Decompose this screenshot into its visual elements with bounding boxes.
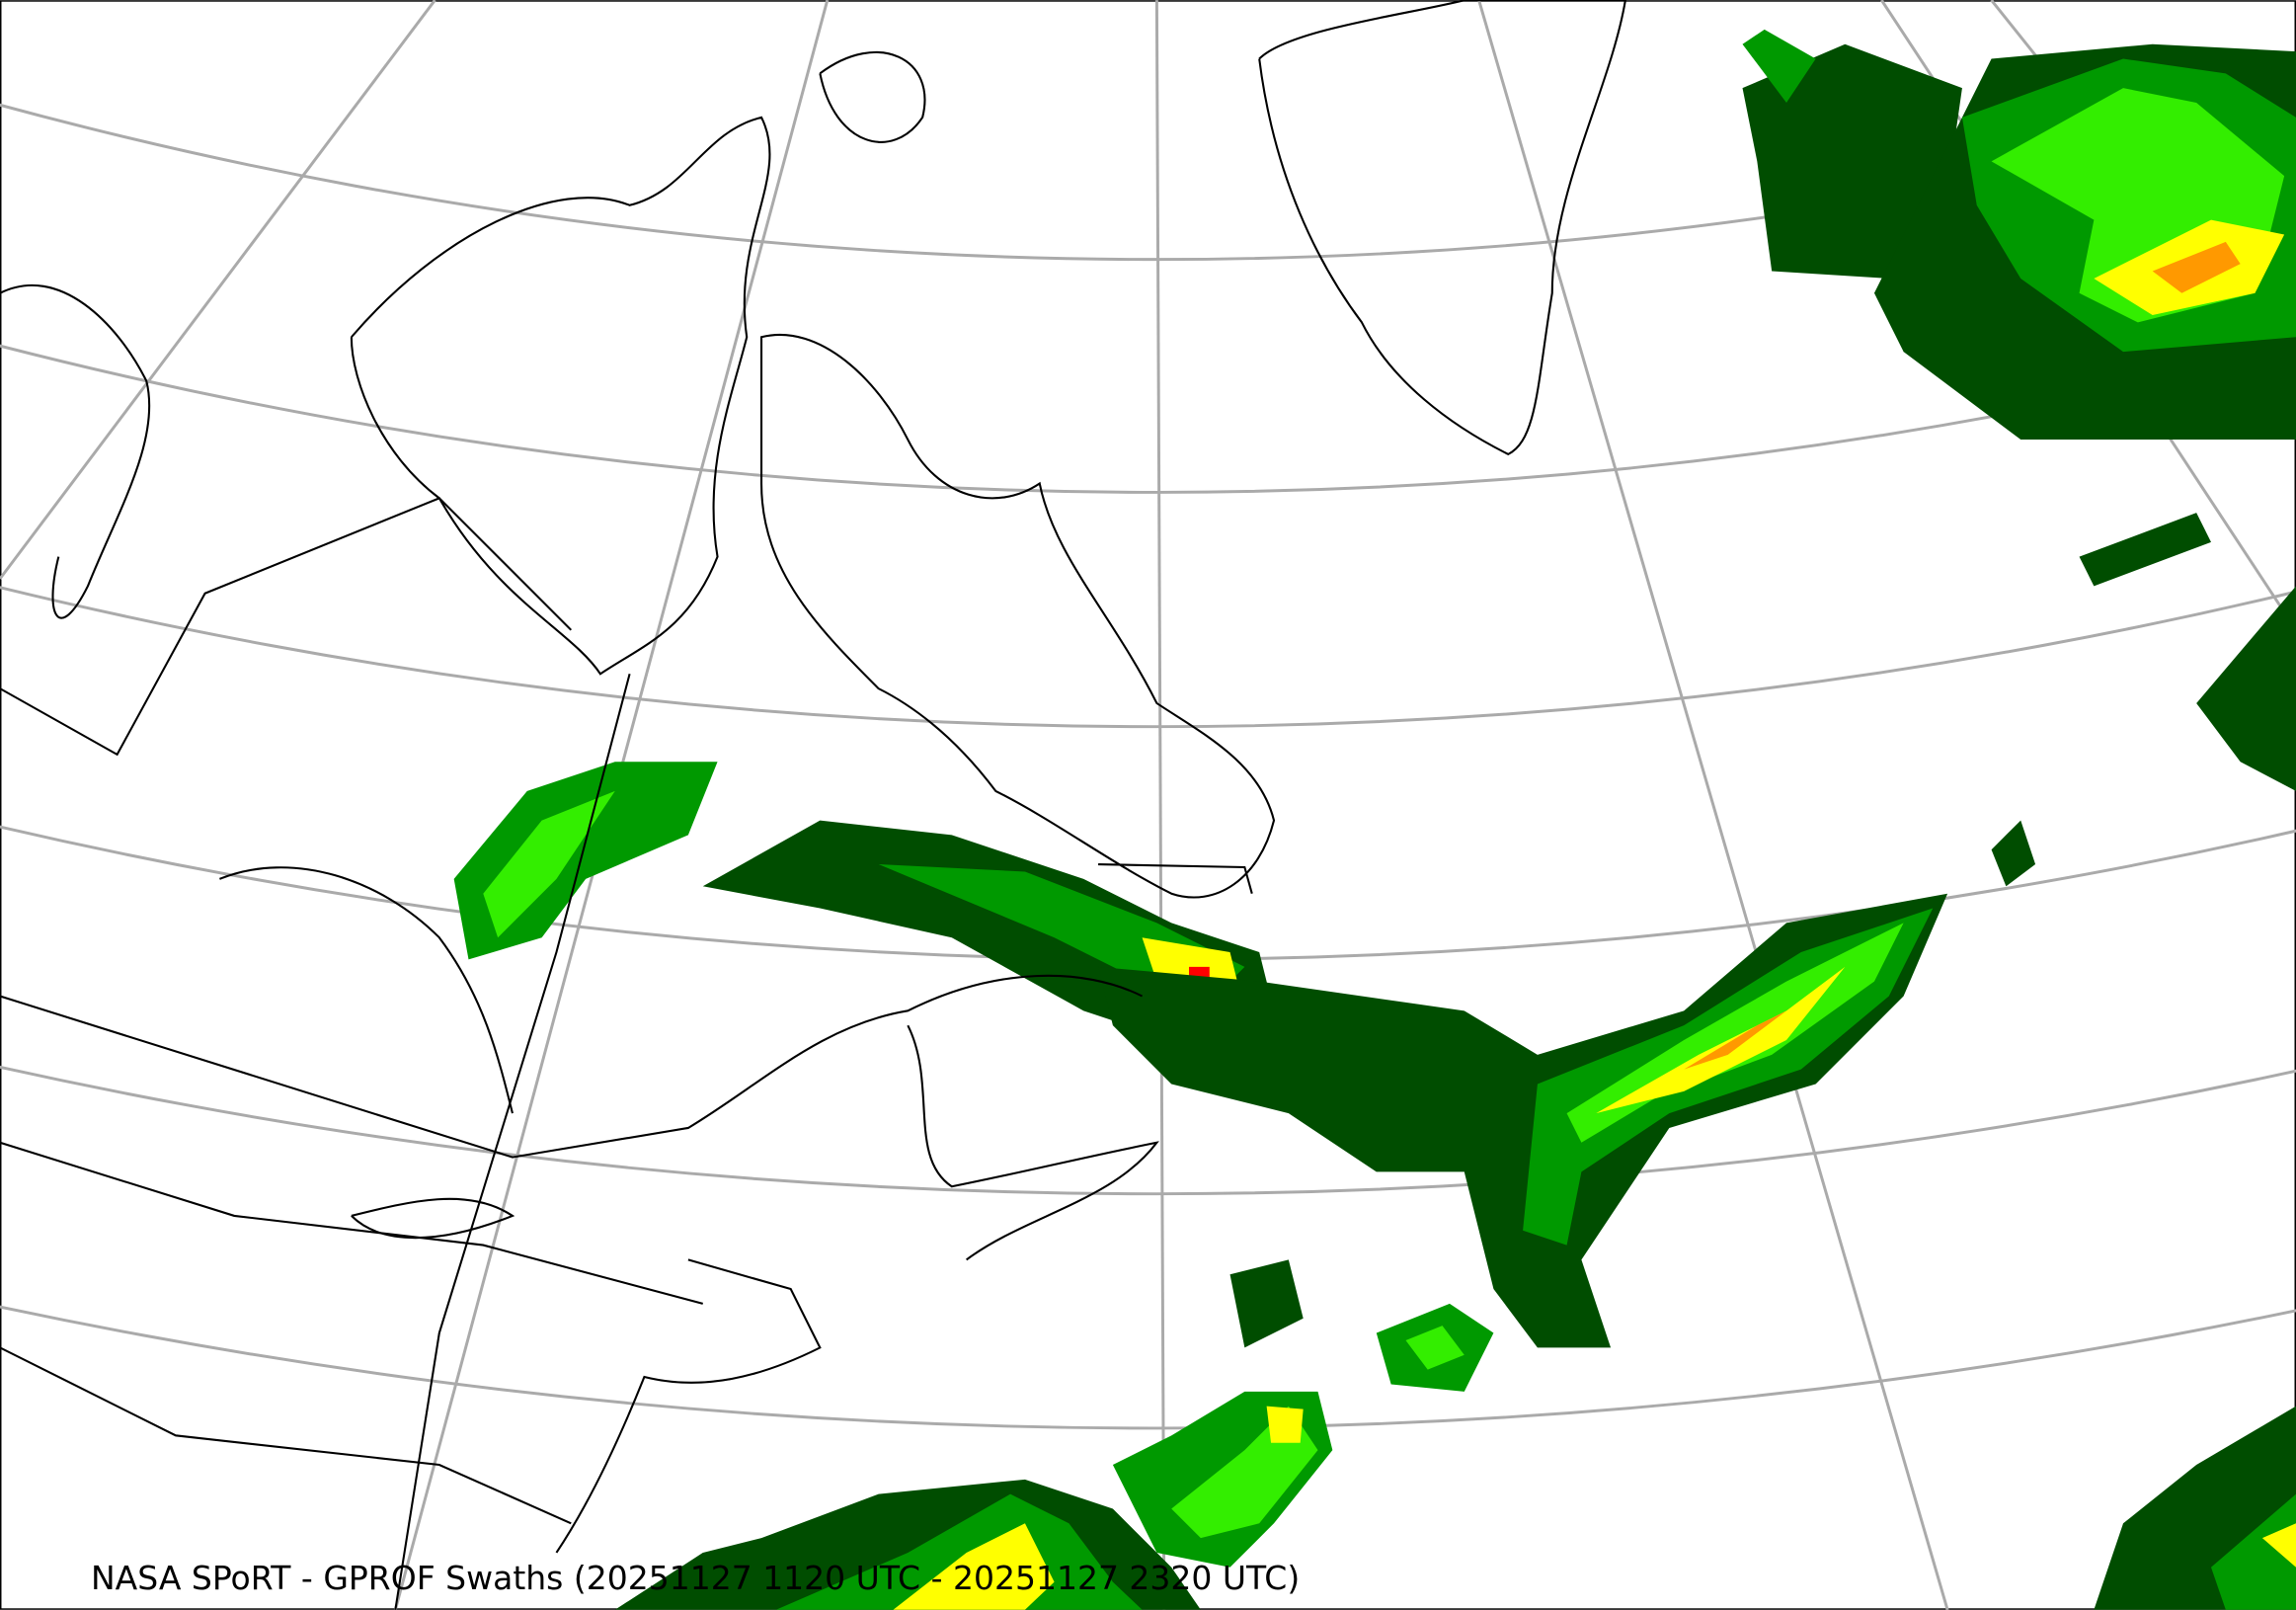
precip-area [1742, 29, 1816, 104]
coastline [0, 1346, 572, 1525]
coastline [555, 1258, 822, 1554]
precip-area [2210, 1493, 2296, 1610]
coastline [394, 674, 631, 1610]
coastline [0, 283, 151, 619]
precip-area [1266, 1406, 1304, 1443]
coastlines-borders [0, 0, 1626, 1610]
coastline [760, 334, 1276, 899]
coastline [0, 497, 573, 757]
coastline [350, 116, 771, 676]
coastline [219, 866, 514, 1114]
longitude-line [0, 0, 436, 580]
precip-area [1405, 1326, 1465, 1370]
precipitation-swaths [453, 29, 2296, 1610]
precip-area [893, 1523, 1055, 1610]
precip-area [1991, 820, 2036, 887]
precip-area [2079, 513, 2211, 587]
longitude-line [1154, 0, 1166, 1610]
precip-area [1229, 1259, 1304, 1348]
precip-area [483, 790, 615, 938]
precip-area [2152, 241, 2241, 293]
coastline [0, 974, 1144, 1159]
coastline [1258, 0, 1626, 456]
precip-area [1684, 1010, 1786, 1070]
coastline [907, 1024, 1159, 1261]
precip-area [1742, 43, 1962, 279]
latitude-line [0, 343, 2296, 493]
longitude-line [1477, 0, 1949, 1610]
coastline [0, 1141, 704, 1305]
precip-area [2196, 586, 2296, 791]
coastline [1098, 863, 1253, 894]
coastline [819, 50, 926, 143]
map-caption: NASA SPoRT - GPROF Swaths (20251127 1120… [91, 1559, 1301, 1597]
